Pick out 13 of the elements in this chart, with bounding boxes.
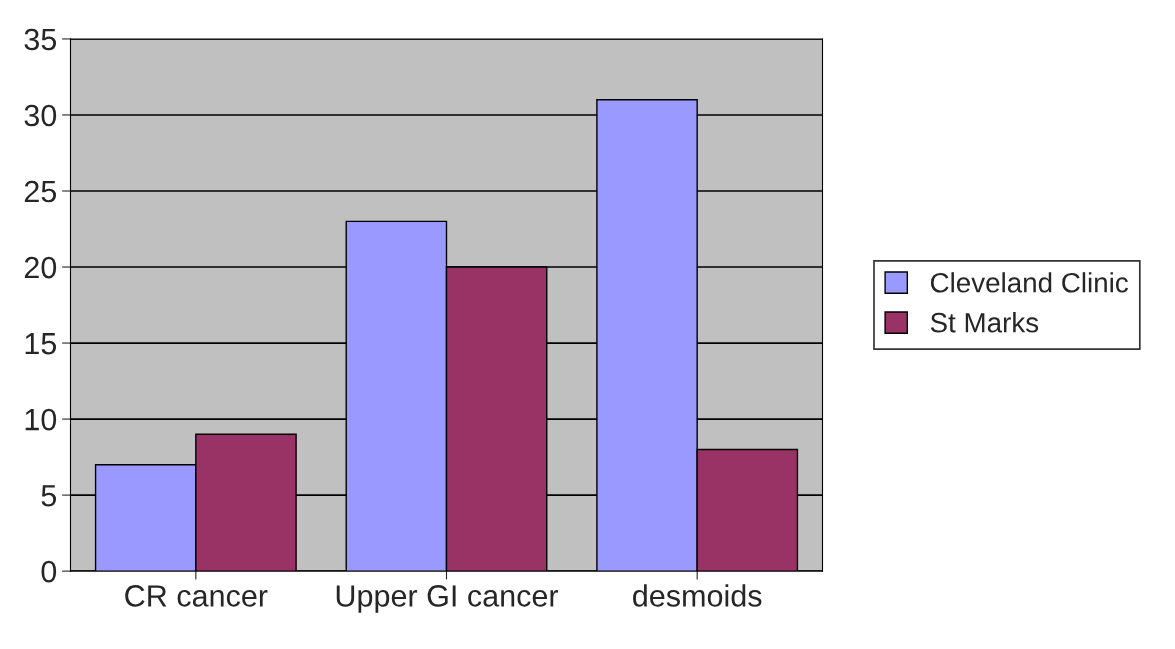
y-tick-label: 5 (41, 485, 57, 507)
legend-label: Cleveland Clinic (930, 272, 1128, 293)
x-tick-label: desmoids (633, 584, 762, 607)
y-tick-label: 35 (24, 28, 57, 51)
x-tick-label: Upper GI cancer (336, 585, 559, 613)
y-tick-label: 15 (25, 333, 57, 355)
y-tick-label: 20 (24, 256, 57, 279)
y-tick-label: 30 (24, 104, 57, 127)
y-tick-label: 25 (24, 180, 57, 203)
x-tick-label: CR cancer (125, 585, 268, 607)
legend-label: St Marks (930, 312, 1039, 333)
y-tick-label: 0 (41, 560, 57, 583)
y-tick-label: 10 (25, 408, 57, 431)
